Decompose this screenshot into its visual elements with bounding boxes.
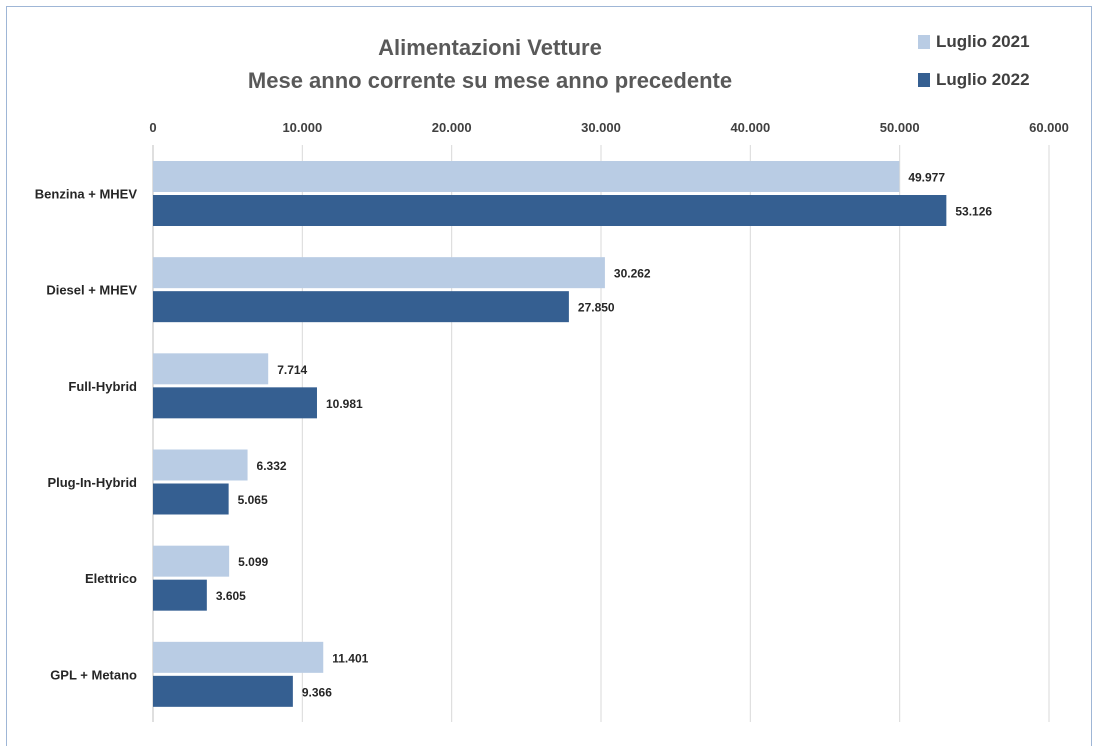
chart-title-line1: Alimentazioni Vetture (378, 35, 602, 60)
bar-2021-5 (153, 641, 324, 673)
gridlines (152, 145, 1050, 722)
data-label-2021-3: 6.332 (257, 459, 287, 473)
data-label-2022-0: 53.126 (955, 205, 992, 219)
legend-swatch-luglio-2022 (918, 73, 930, 87)
tick-label-0: 0 (149, 120, 156, 135)
category-label-3: Plug-In-Hybrid (47, 475, 137, 490)
chart-title-line2: Mese anno corrente su mese anno preceden… (247, 68, 733, 93)
tick-label-4: 40.000 (730, 120, 770, 135)
data-label-2022-4: 3.605 (216, 589, 246, 603)
chart-frame (6, 6, 1092, 746)
data-label-2021-2: 7.714 (277, 363, 307, 377)
category-label-2: Full-Hybrid (68, 379, 137, 394)
bar-2022-4 (153, 579, 207, 611)
bar-2021-3 (153, 449, 248, 481)
tick-label-6: 60.000 (1029, 120, 1069, 135)
bar-2021-1 (153, 257, 605, 289)
x-axis-ticks: 0 10.000 20.000 30.000 40.000 50.000 60.000 (149, 120, 1069, 135)
tick-label-2: 20.000 (432, 120, 472, 135)
category-label-5: GPL + Metano (50, 667, 137, 682)
bar-2021-2 (153, 353, 269, 385)
legend-item-luglio-2022: Luglio 2022 (918, 68, 1030, 92)
data-label-2022-1: 27.850 (578, 301, 615, 315)
legend-label-luglio-2021: Luglio 2021 (936, 32, 1030, 51)
data-label-2022-3: 5.065 (238, 493, 268, 507)
tick-label-5: 50.000 (880, 120, 920, 135)
bars (153, 161, 947, 707)
bar-2022-5 (153, 675, 293, 707)
bar-2022-2 (153, 387, 317, 419)
chart-legend: Luglio 2021 Luglio 2022 (918, 30, 1030, 106)
tick-label-1: 10.000 (282, 120, 322, 135)
tick-label-3: 30.000 (581, 120, 621, 135)
data-label-2021-0: 49.977 (908, 171, 945, 185)
bar-2021-0 (153, 161, 900, 192)
bar-2022-1 (153, 291, 569, 323)
data-label-2021-5: 11.401 (332, 651, 368, 665)
data-label-2021-4: 5.099 (238, 555, 268, 569)
legend-item-luglio-2021: Luglio 2021 (918, 30, 1030, 54)
category-labels: Benzina + MHEV Diesel + MHEV Full-Hybrid Pl… (35, 187, 138, 683)
bar-2022-3 (153, 483, 229, 515)
category-label-1: Diesel + MHEV (46, 283, 137, 298)
bar-2022-0 (153, 195, 947, 226)
data-label-2022-2: 10.981 (326, 397, 363, 411)
data-labels: 49.977 53.126 30.262 27.850 7.714 10.981 6.332… (216, 171, 993, 700)
category-label-0: Benzina + MHEV (35, 187, 138, 202)
category-label-4: Elettrico (85, 571, 137, 586)
legend-label-luglio-2022: Luglio 2022 (936, 70, 1030, 89)
bar-2021-4 (153, 545, 230, 577)
data-label-2022-5: 9.366 (302, 685, 332, 699)
legend-swatch-luglio-2021 (918, 35, 930, 49)
data-label-2021-1: 30.262 (614, 267, 651, 281)
